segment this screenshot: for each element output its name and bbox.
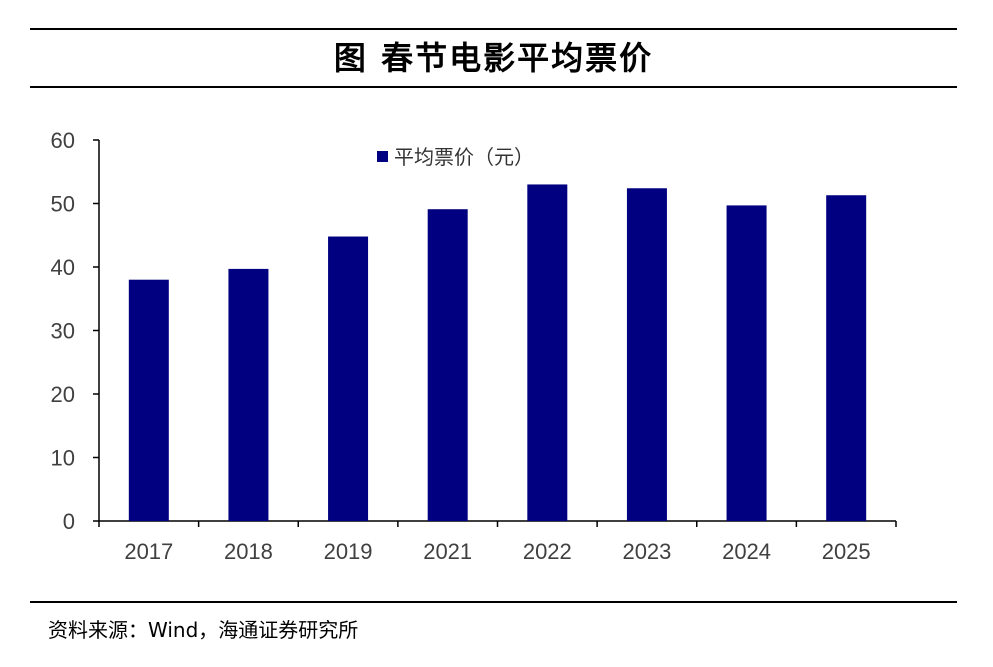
legend: 平均票价（元） — [377, 145, 534, 169]
bar — [726, 205, 767, 521]
source-note: 资料来源：Wind，海通证券研究所 — [48, 618, 359, 642]
y-axis: 0 10 20 30 40 50 60 — [51, 128, 100, 534]
y-tick-label: 50 — [51, 192, 75, 217]
x-tick-label: 2022 — [523, 539, 572, 564]
bar — [228, 268, 269, 521]
bar-series — [128, 184, 867, 521]
x-axis: 2017 2018 2019 2021 2022 2023 2024 2025 — [98, 520, 897, 564]
x-tick-label: 2023 — [622, 539, 671, 564]
y-tick-label: 60 — [51, 128, 75, 153]
y-tick-label: 0 — [63, 509, 75, 534]
y-tick-label: 20 — [51, 382, 75, 407]
x-tick-label: 2021 — [423, 539, 472, 564]
bar — [427, 209, 468, 521]
bar — [128, 279, 169, 521]
y-tick-label: 10 — [51, 446, 75, 471]
bar — [527, 184, 568, 521]
x-tick-label: 2019 — [324, 539, 373, 564]
x-tick-label: 2024 — [722, 539, 771, 564]
top-rule — [30, 28, 957, 30]
bar — [328, 236, 369, 521]
chart-title: 图 春节电影平均票价 — [333, 39, 654, 77]
title-rule — [30, 86, 957, 88]
legend-swatch — [377, 151, 388, 162]
x-tick-label: 2025 — [822, 539, 871, 564]
y-tick-label: 40 — [51, 255, 75, 280]
bar — [626, 188, 667, 521]
legend-label: 平均票价（元） — [394, 145, 534, 169]
bar — [826, 195, 867, 521]
y-tick-label: 30 — [51, 319, 75, 344]
x-tick-label: 2017 — [124, 539, 173, 564]
footer-rule — [30, 601, 957, 603]
x-tick-label: 2018 — [224, 539, 273, 564]
